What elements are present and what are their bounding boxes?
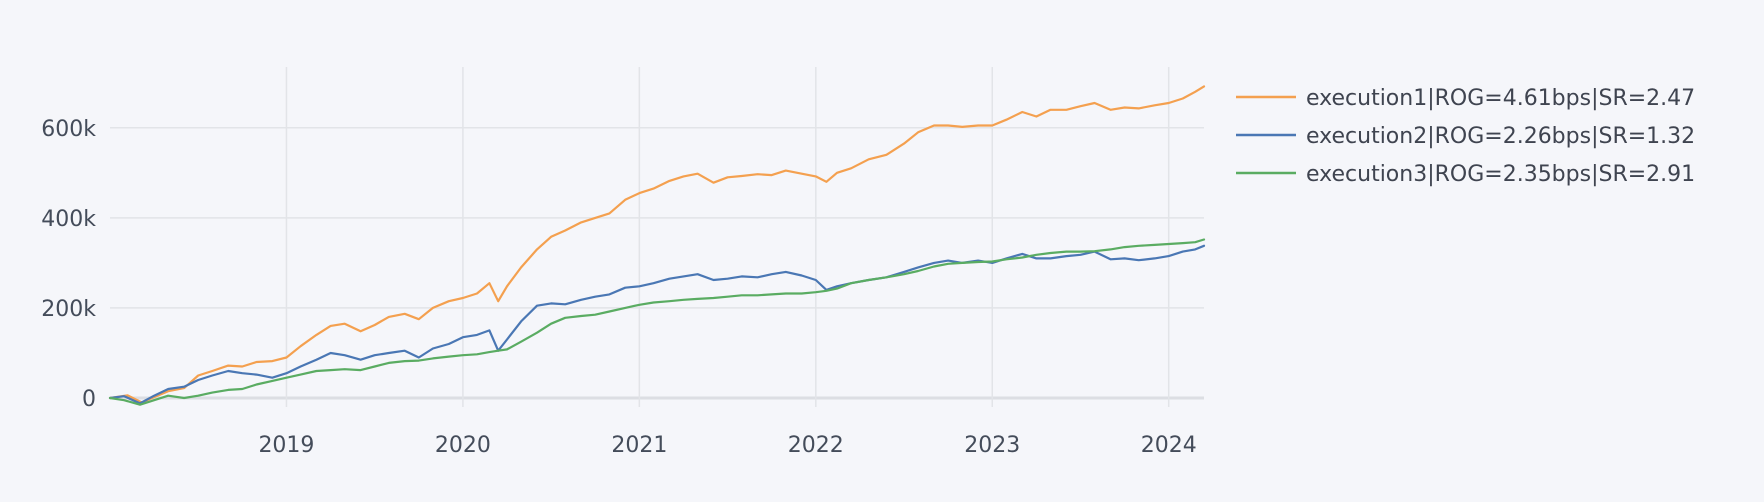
grid: [110, 67, 1204, 407]
legend-item-execution3[interactable]: execution3|ROG=2.35bps|SR=2.91: [1236, 162, 1695, 187]
series-line-execution1[interactable]: [108, 85, 1206, 404]
axes: 0 200k 400k 600k 2019 2020 2021 2022 2023 2024: [41, 117, 1196, 458]
legend-item-execution2[interactable]: execution2|ROG=2.26bps|SR=1.32: [1236, 124, 1695, 149]
series-line-execution3[interactable]: [108, 238, 1206, 406]
x-tick-label: 2023: [964, 433, 1020, 458]
series-line-execution2[interactable]: [108, 244, 1206, 405]
legend-label: execution1|ROG=4.61bps|SR=2.47: [1306, 86, 1695, 111]
x-tick-label: 2020: [435, 433, 491, 458]
y-tick-label: 0: [82, 387, 96, 412]
x-tick-label: 2019: [258, 433, 314, 458]
legend[interactable]: execution1|ROG=4.61bps|SR=2.47 execution2…: [1236, 86, 1695, 187]
y-tick-label: 600k: [41, 117, 96, 142]
x-tick-label: 2022: [788, 433, 844, 458]
y-tick-label: 400k: [41, 207, 96, 232]
y-tick-label: 200k: [41, 297, 96, 322]
series-lines: [108, 85, 1206, 406]
x-tick-label: 2021: [611, 433, 667, 458]
legend-item-execution1[interactable]: execution1|ROG=4.61bps|SR=2.47: [1236, 86, 1695, 111]
legend-label: execution2|ROG=2.26bps|SR=1.32: [1306, 124, 1695, 149]
x-tick-label: 2024: [1141, 433, 1197, 458]
legend-label: execution3|ROG=2.35bps|SR=2.91: [1306, 162, 1695, 187]
